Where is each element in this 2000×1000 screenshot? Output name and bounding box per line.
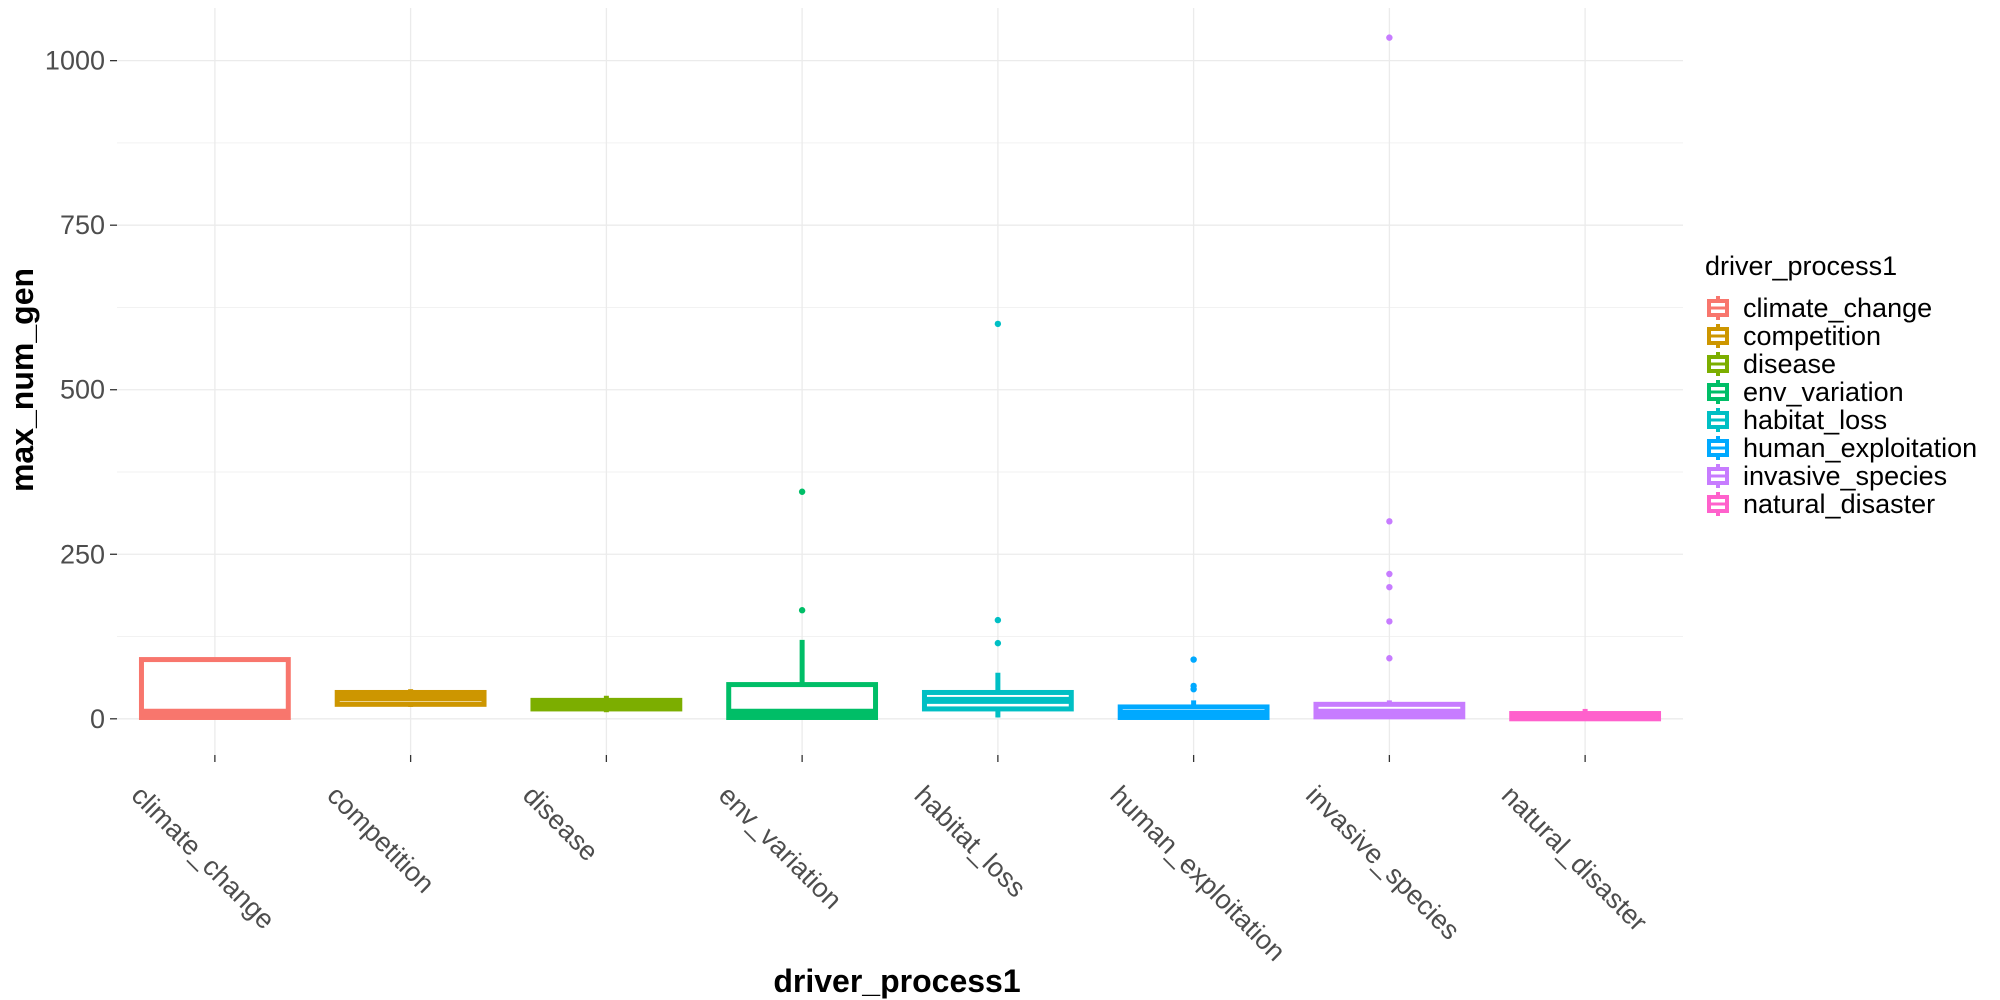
outlier-point	[994, 639, 1002, 647]
legend: driver_process1 climate_changecompetitio…	[1705, 251, 1977, 519]
outlier-point	[798, 488, 806, 495]
y-tick-label: 0	[90, 704, 105, 734]
outlier-point	[1190, 656, 1197, 663]
grid-lines	[117, 8, 1683, 755]
y-tick-label: 1000	[45, 46, 105, 76]
legend-label: natural_disaster	[1743, 489, 1935, 519]
legend-item-disease: disease	[1707, 349, 1836, 379]
x-axis: climate_change competition disease env_vari…	[126, 755, 1653, 967]
outlier-point	[1386, 583, 1393, 591]
outlier-point	[1386, 618, 1393, 625]
legend-label: climate_change	[1743, 293, 1932, 323]
outlier-point	[994, 320, 1002, 328]
legend-item-habitat_loss: habitat_loss	[1707, 405, 1887, 435]
legend-item-env_variation: env_variation	[1707, 377, 1904, 407]
box-natural_disaster	[1509, 708, 1662, 722]
legend-item-natural_disaster: natural_disaster	[1707, 489, 1935, 519]
x-tick-label: competition	[321, 780, 440, 899]
outlier-point	[1386, 34, 1393, 41]
outlier-point	[994, 616, 1002, 624]
box-competition	[334, 689, 487, 707]
box-env_variation	[726, 488, 879, 720]
legend-item-human_exploitation: human_exploitation	[1707, 433, 1977, 463]
outlier-point	[1386, 655, 1393, 662]
x-tick-label: climate_change	[126, 780, 281, 935]
y-tick-label: 250	[60, 539, 105, 569]
outlier-point	[1386, 570, 1393, 578]
outlier-point	[1190, 682, 1197, 690]
legend-item-climate_change: climate_change	[1707, 293, 1932, 323]
x-tick-label: natural_disaster	[1496, 780, 1653, 937]
x-axis-title: driver_process1	[773, 963, 1020, 999]
legend-label: human_exploitation	[1743, 433, 1977, 463]
box-series	[138, 34, 1662, 722]
y-tick-label: 750	[60, 210, 105, 240]
box-climate_change	[138, 657, 291, 720]
legend-label: invasive_species	[1743, 461, 1947, 491]
legend-label: competition	[1743, 321, 1881, 351]
y-axis: 0 250 500 750 1000	[45, 46, 117, 734]
y-axis-title: max_num_gen	[4, 268, 40, 492]
legend-label: env_variation	[1743, 377, 1904, 407]
box-habitat_loss	[921, 320, 1074, 718]
legend-item-competition: competition	[1707, 321, 1881, 351]
x-tick-label: invasive_species	[1300, 780, 1466, 946]
box-disease	[530, 695, 683, 713]
legend-label: habitat_loss	[1743, 405, 1887, 435]
box-human_exploitation	[1117, 656, 1270, 720]
x-tick-label: human_exploitation	[1104, 780, 1291, 967]
legend-label: disease	[1743, 349, 1836, 379]
box-invasive_species	[1313, 34, 1466, 720]
legend-title: driver_process1	[1705, 251, 1897, 281]
outlier-point	[798, 607, 806, 614]
outlier-point	[1386, 518, 1393, 525]
x-tick-label: env_variation	[713, 780, 848, 915]
box-body	[138, 657, 291, 720]
legend-item-invasive_species: invasive_species	[1707, 461, 1947, 491]
x-tick-label: disease	[517, 780, 604, 867]
y-tick-label: 500	[60, 375, 105, 405]
x-tick-label: habitat_loss	[909, 780, 1032, 903]
